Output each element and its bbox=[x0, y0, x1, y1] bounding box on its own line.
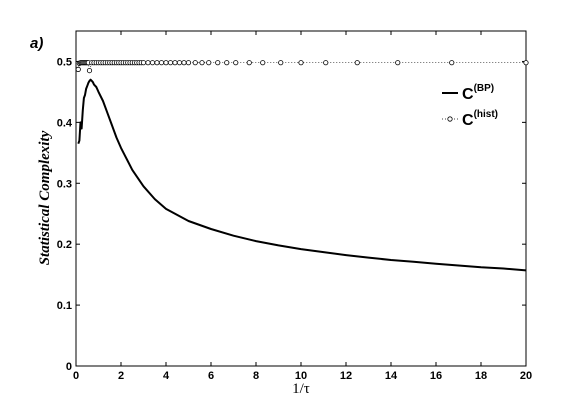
y-tick-label: 0.2 bbox=[57, 239, 72, 251]
legend: C(BP)C(hist) bbox=[442, 83, 498, 129]
data-point-hist bbox=[75, 66, 81, 72]
data-point-hist bbox=[260, 60, 266, 66]
plot-frame bbox=[75, 30, 527, 367]
data-point-hist bbox=[163, 60, 169, 66]
legend-label-superscript: (BP) bbox=[474, 83, 495, 94]
data-point-hist bbox=[149, 60, 156, 66]
data-point-hist bbox=[323, 60, 329, 66]
x-tick-label: 8 bbox=[253, 370, 259, 382]
legend-label-0: C(BP) bbox=[462, 83, 494, 103]
plot-area bbox=[75, 30, 527, 367]
data-point-hist bbox=[199, 60, 205, 66]
data-point-hist bbox=[86, 67, 93, 74]
data-point-hist bbox=[181, 60, 187, 66]
data-point-hist bbox=[278, 60, 284, 66]
y-axis-label: Statistical Complexity bbox=[37, 130, 53, 265]
x-axis-ticks: 0 2 4 6 8 10 12 14 16 18 20 bbox=[73, 31, 532, 382]
series-line-bp bbox=[77, 78, 527, 272]
legend-label-main: C bbox=[462, 86, 474, 103]
legend-label-main: C bbox=[462, 112, 474, 129]
legend-label-superscript: (hist) bbox=[474, 109, 498, 120]
data-point-hist bbox=[145, 60, 151, 66]
x-tick-label: 4 bbox=[163, 370, 170, 382]
data-point-hist bbox=[354, 60, 360, 66]
series-layer bbox=[75, 60, 529, 272]
y-axis-ticks: 0 0.1 0.2 0.3 0.4 0.5 bbox=[57, 56, 526, 373]
x-tick-label: 18 bbox=[475, 370, 487, 382]
data-point-hist bbox=[140, 60, 147, 66]
series-1 bbox=[75, 60, 529, 74]
data-point-hist bbox=[233, 60, 239, 66]
data-point-hist bbox=[395, 60, 401, 66]
data-point-hist bbox=[154, 60, 160, 66]
data-point-hist bbox=[224, 60, 230, 66]
data-point-hist bbox=[206, 60, 212, 66]
data-point-hist bbox=[185, 60, 192, 66]
data-point-hist bbox=[192, 60, 198, 66]
x-tick-label: 2 bbox=[118, 370, 124, 382]
x-tick-label: 20 bbox=[520, 370, 532, 382]
x-axis-label: 1/τ bbox=[292, 381, 310, 397]
y-tick-label: 0.3 bbox=[57, 178, 72, 190]
x-tick-label: 14 bbox=[385, 370, 398, 382]
series-0 bbox=[77, 78, 527, 272]
data-point-hist bbox=[246, 60, 252, 66]
data-point-hist bbox=[172, 60, 178, 66]
panel-label: a) bbox=[30, 35, 43, 52]
x-tick-label: 0 bbox=[73, 370, 79, 382]
x-tick-label: 6 bbox=[208, 370, 214, 382]
data-point-hist bbox=[523, 60, 529, 66]
x-tick-label: 16 bbox=[430, 370, 442, 382]
y-tick-label: 0.1 bbox=[57, 300, 72, 312]
legend-label-1: C(hist) bbox=[462, 109, 498, 129]
data-point-hist bbox=[167, 60, 174, 66]
y-tick-label: 0 bbox=[66, 361, 72, 373]
legend-swatch-hist-marker bbox=[447, 116, 453, 122]
x-tick-label: 10 bbox=[295, 370, 307, 382]
y-tick-label: 0.5 bbox=[57, 56, 72, 68]
data-point-hist bbox=[176, 60, 183, 66]
data-point-hist bbox=[215, 60, 221, 66]
data-point-hist bbox=[298, 60, 304, 66]
data-point-hist bbox=[158, 60, 165, 66]
y-tick-label: 0.4 bbox=[57, 117, 73, 129]
x-tick-label: 12 bbox=[340, 370, 352, 382]
data-point-hist bbox=[449, 60, 455, 66]
